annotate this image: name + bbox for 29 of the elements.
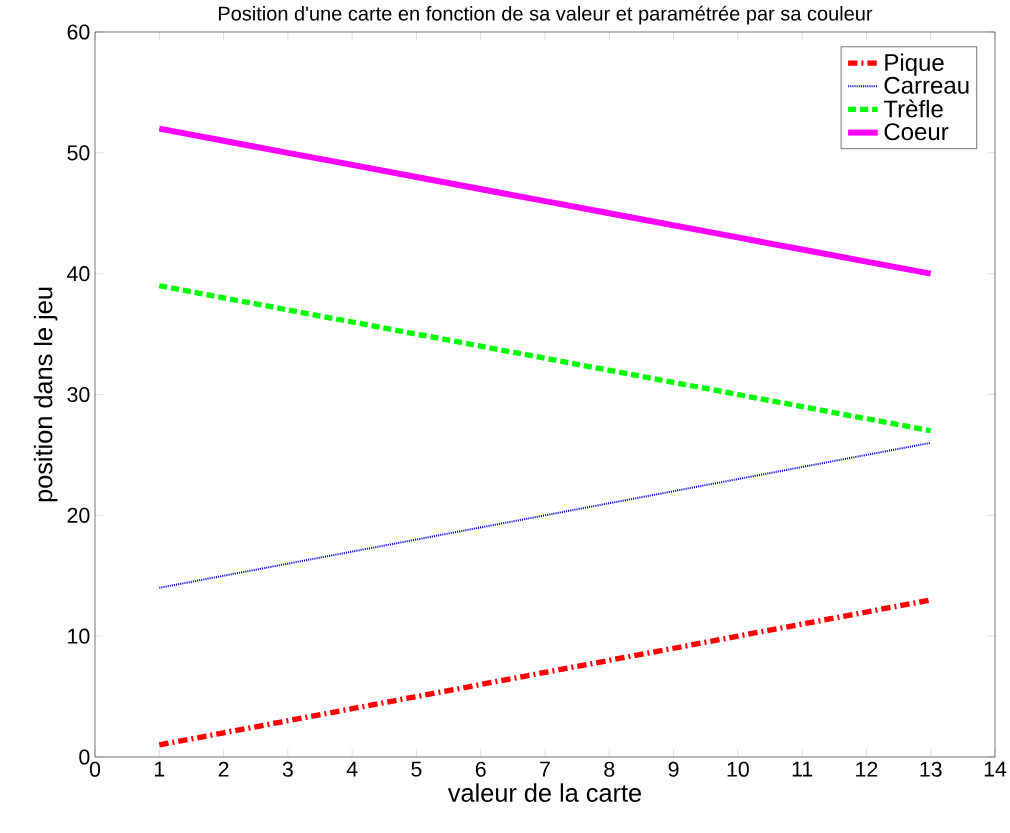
x-tick-label: 13 [920, 761, 942, 777]
x-tick-label: 7 [540, 761, 550, 777]
y-tick-label: 20 [67, 507, 90, 523]
y-tick-label: 60 [67, 24, 90, 40]
y-tick-label: 30 [67, 386, 90, 403]
x-tick-label: 12 [856, 761, 878, 777]
x-tick-label: 5 [411, 761, 422, 777]
x-tick-label: 8 [604, 761, 615, 777]
y-tick-label: 0 [79, 749, 90, 765]
legend-label: Carreau [884, 76, 969, 94]
x-tick-label: 9 [668, 761, 679, 777]
x-tick-label: 1 [154, 761, 165, 777]
y-tick-label: 10 [68, 628, 90, 644]
x-tick-label: 14 [984, 761, 1007, 777]
x-tick-label: 0 [89, 761, 101, 777]
legend-label: Trèfle [883, 99, 943, 118]
legend-label: Pique [885, 53, 944, 76]
x-tick-label: 3 [282, 761, 293, 777]
chart-title: Position d'une carte en fonction de sa valeur et paramétrée par sa couleur [218, 5, 873, 25]
x-tick-label: 11 [792, 761, 813, 777]
x-tick-label: 6 [475, 761, 486, 777]
legend-label: Coeur [884, 123, 949, 141]
x-tick-label: 2 [218, 761, 229, 777]
x-tick-label: 10 [727, 761, 749, 777]
y-tick-label: 50 [67, 145, 90, 161]
x-tick-label: 4 [346, 761, 358, 777]
y-axis-title: position dans le jeu [33, 287, 58, 502]
x-axis-title: valeur de la carte [447, 783, 641, 802]
y-tick-label: 40 [67, 266, 90, 282]
